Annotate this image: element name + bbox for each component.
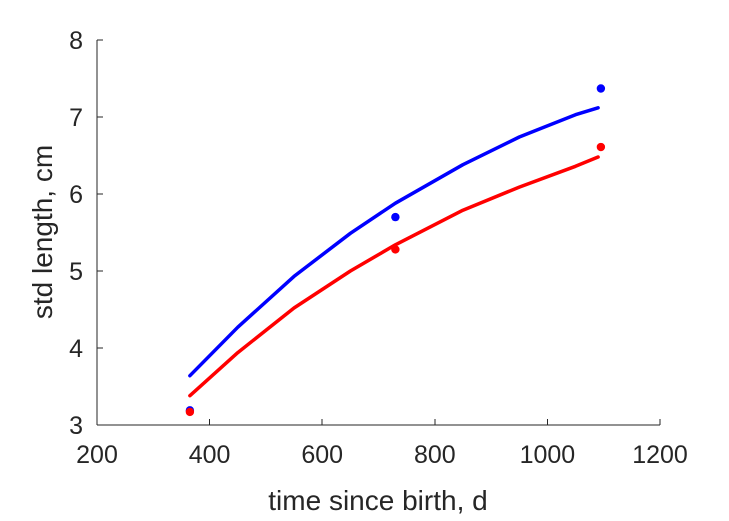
- fit-curve-2: [188, 106, 600, 378]
- x-tick-label: 200: [76, 441, 118, 469]
- data-point-0: [391, 212, 400, 222]
- data-point-1: [391, 245, 400, 254]
- y-tick-label: 3: [69, 412, 83, 440]
- y-tick-label: 8: [69, 27, 83, 55]
- x-tick-label: 600: [301, 441, 343, 469]
- y-ticks: 3 4 5 6 7 8: [69, 27, 103, 440]
- data-point-1: [596, 142, 606, 152]
- x-tick-label: 800: [414, 441, 456, 469]
- points: [185, 84, 606, 417]
- y-axis-label: std length, cm: [27, 145, 58, 319]
- data-point-1: [185, 407, 195, 417]
- y-tick-label: 5: [69, 258, 83, 286]
- x-tick-label: 1000: [520, 441, 576, 469]
- axes: [96, 40, 660, 426]
- curves: [188, 106, 600, 398]
- x-tick-label: 1200: [632, 441, 688, 469]
- y-tick-label: 7: [69, 104, 83, 132]
- y-tick-label: 4: [69, 335, 83, 363]
- data-point-0: [596, 84, 606, 93]
- x-ticks: 200 400 600 800 1000 1200: [76, 419, 688, 469]
- x-axis-label: time since birth, d: [268, 485, 487, 516]
- y-tick-label: 6: [69, 181, 83, 209]
- fit-curve-3: [188, 155, 600, 398]
- x-tick-label: 400: [189, 441, 231, 469]
